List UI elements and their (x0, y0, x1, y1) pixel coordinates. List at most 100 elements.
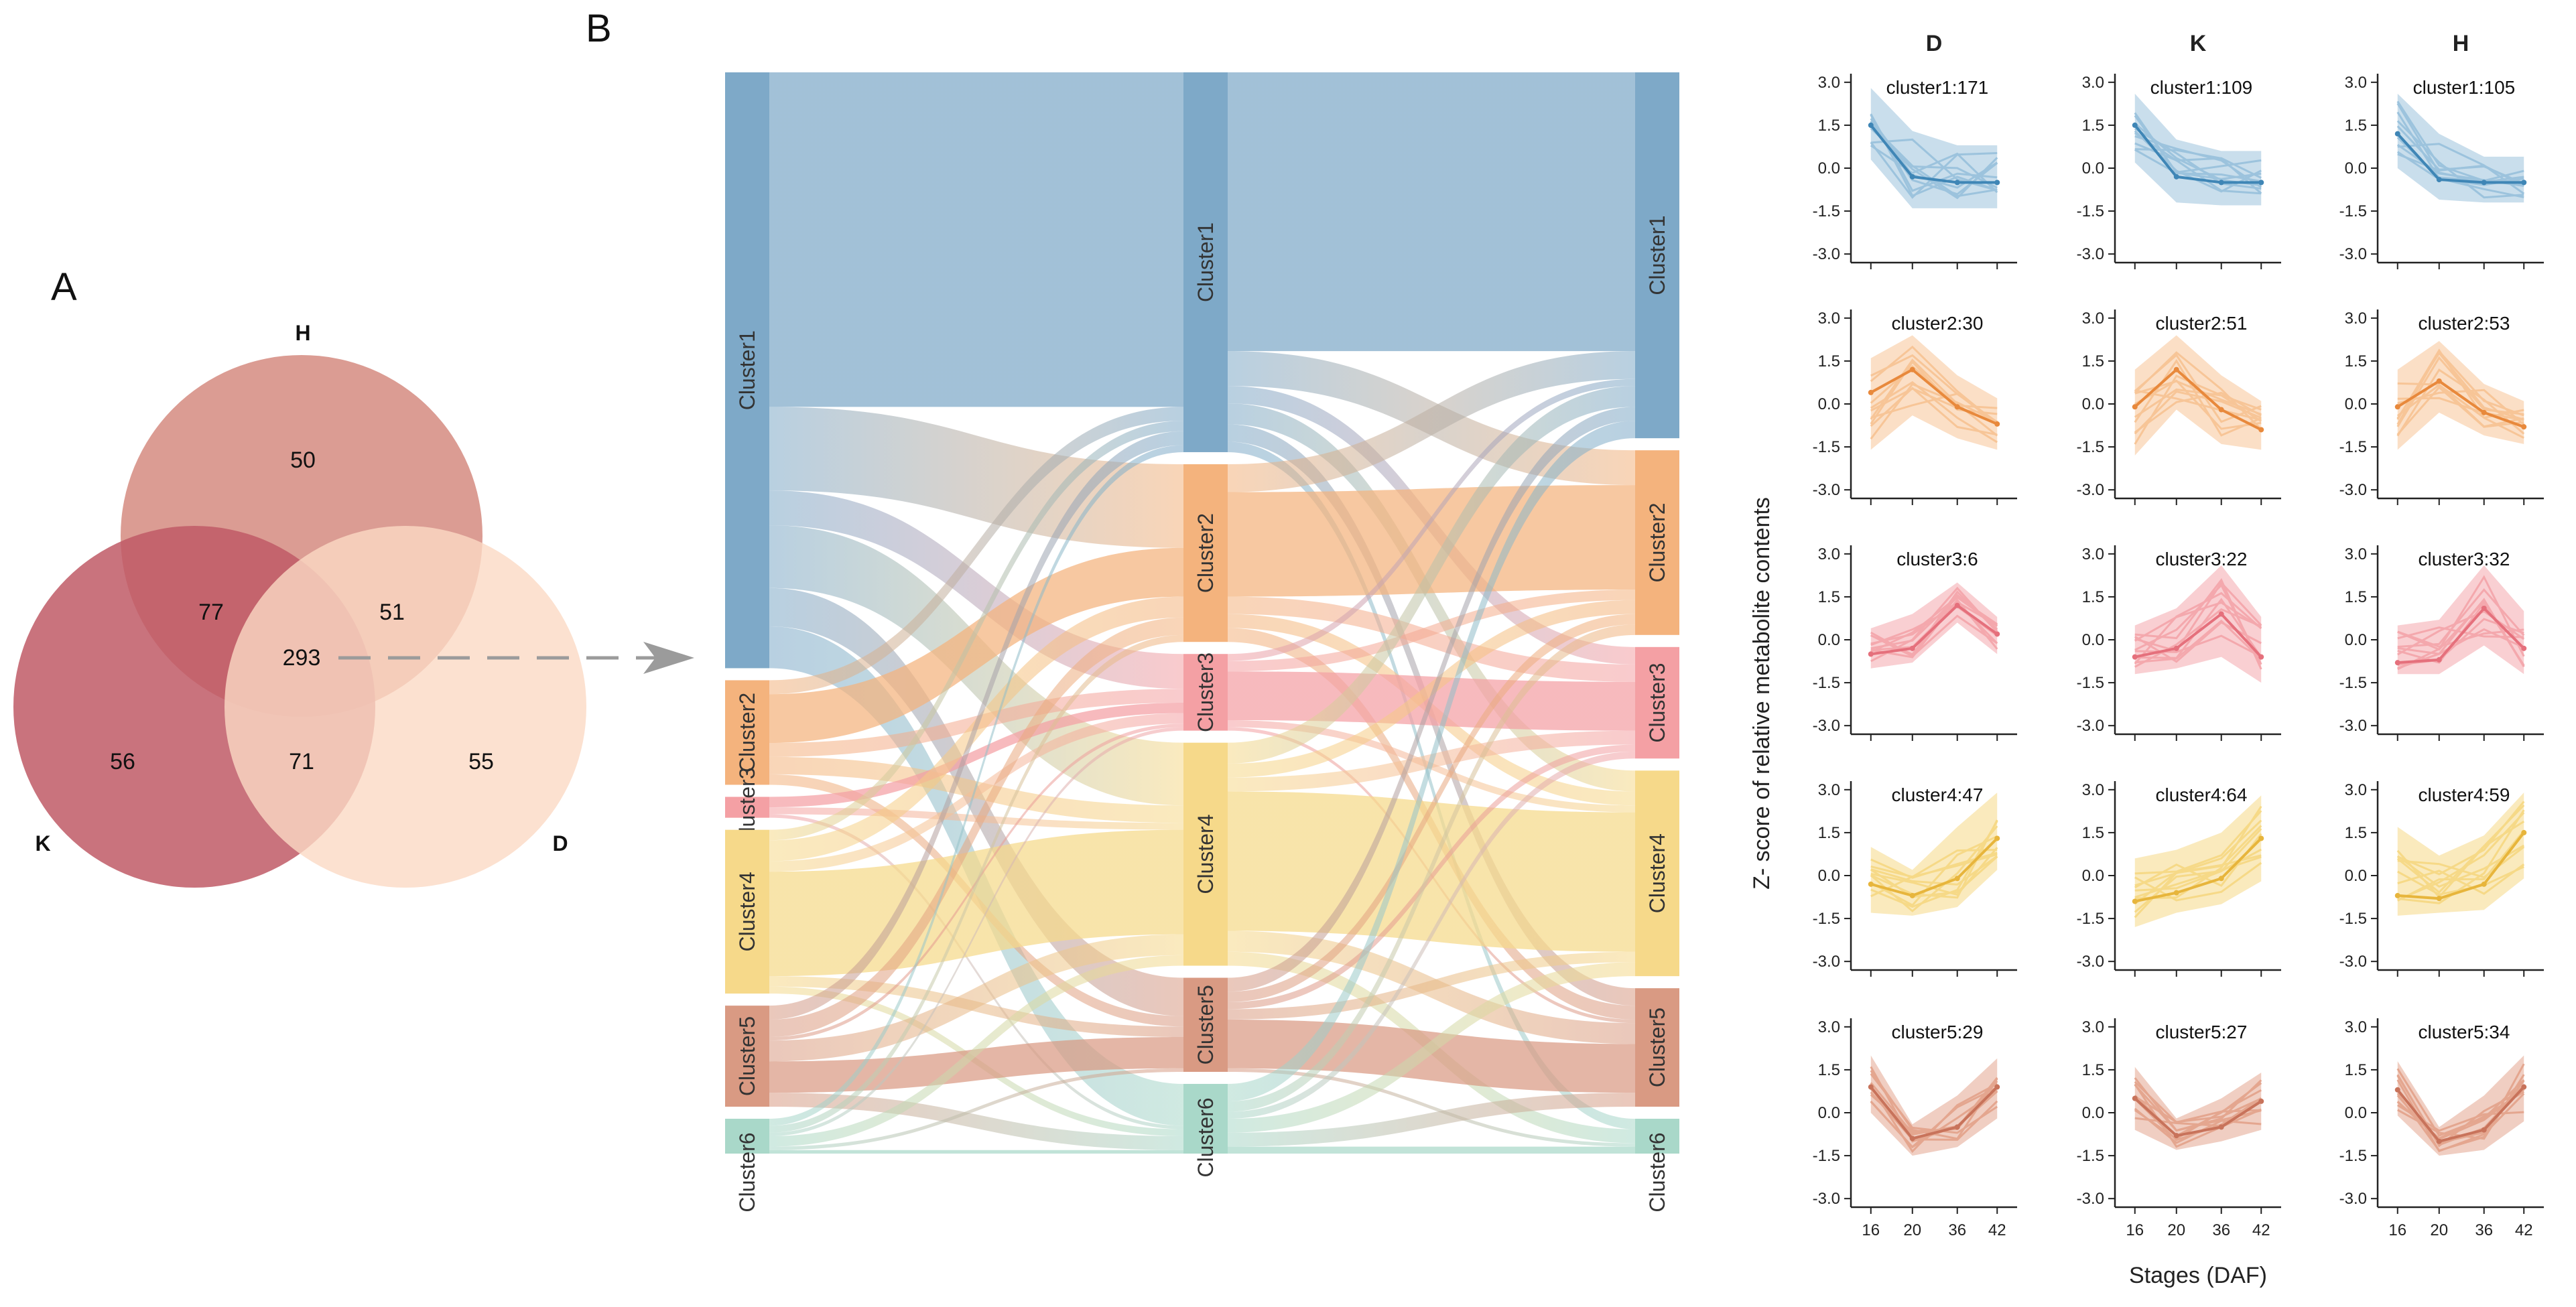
trend-trace (2134, 149, 2262, 183)
trend-y-tick-label: 3.0 (1818, 1018, 1840, 1036)
trend-y-axis-title: Z- score of relative metabolite contents (1749, 497, 1775, 890)
trend-panel-title: cluster5:34 (2418, 1022, 2510, 1042)
sankey-flow-k-h-5-to-3 (1228, 744, 1635, 1010)
trend-y-tick-label: 0.0 (1818, 1104, 1840, 1122)
trend-trace (2134, 1081, 2262, 1124)
trend-trace (2134, 389, 2262, 421)
sankey-node-k-cluster-1 (1183, 72, 1228, 452)
venn-circle-d (224, 526, 586, 888)
trend-y-tick-label: -1.5 (2077, 910, 2104, 928)
sankey-node-label-d-cluster-5: Cluster5 (735, 1016, 759, 1096)
sankey-node-d-cluster-2 (725, 680, 769, 785)
trend-panel-k-row-5: 3.0 1.5 0.0 -1.5 -3.0 16 20 36 42 cluster5:27 (2077, 1018, 2281, 1239)
venn-count-d-only: 55 (468, 749, 494, 774)
trend-mean-point (2218, 611, 2224, 617)
trend-mean-point (2521, 645, 2527, 651)
trend-x-tick-label: 16 (1862, 1221, 1880, 1239)
trend-trace (2396, 111, 2524, 198)
trend-mean-point (1994, 835, 2000, 841)
trend-mean-point (2132, 1095, 2138, 1101)
trend-mean-point (2521, 180, 2527, 186)
trend-y-tick-label: 1.5 (2345, 824, 2367, 842)
trend-panel-title: cluster5:29 (1891, 1022, 1983, 1042)
trend-trace (2134, 601, 2262, 642)
trend-panel-title: cluster4:59 (2418, 784, 2510, 805)
trend-mean-line (2396, 133, 2524, 184)
trend-trace (2134, 581, 2262, 652)
trend-mean-point (1994, 1084, 2000, 1090)
trend-panel-k-row-1: 3.0 1.5 0.0 -1.5 -3.0 cluster1:109 (2077, 74, 2281, 269)
sankey-node-d-cluster-4 (725, 829, 769, 994)
trend-panel-d-row-5: 3.0 1.5 0.0 -1.5 -3.0 16 20 36 42 cluster5:29 (1813, 1018, 2017, 1239)
trend-y-tick-label: -1.5 (1813, 438, 1840, 456)
trend-y-tick-label: -3.0 (2077, 717, 2104, 735)
trend-mean-line (2396, 1086, 2525, 1143)
panel-a-letter: A (51, 265, 77, 309)
sankey-node-label-h-cluster-6: Cluster6 (1645, 1132, 1669, 1212)
trend-mean-point (2258, 427, 2264, 433)
trend-mean-point (2173, 890, 2179, 896)
trend-trace (2134, 132, 2262, 179)
trend-mean-line (1870, 124, 1998, 184)
sankey-node-label-k-cluster-5: Cluster5 (1194, 985, 1218, 1064)
sankey-flow-k-h-1-to-6 (1228, 441, 1635, 1129)
trend-mean-point (2218, 1124, 2224, 1130)
trend-trace (2134, 608, 2262, 668)
trend-y-tick-label: 0.0 (1818, 159, 1840, 178)
trend-trace (2397, 801, 2525, 876)
trend-y-tick-label: -1.5 (1813, 1147, 1840, 1165)
trend-mean-line (2396, 379, 2524, 429)
venn-diagram: H K D 50 56 55 77 51 71 293 (13, 321, 694, 888)
trend-mean-point (2436, 1138, 2442, 1144)
trend-mean-point (2521, 424, 2527, 430)
venn-set-label-d: D (552, 831, 568, 855)
trend-mean-point (1868, 122, 1874, 128)
trend-mean-point (1954, 602, 1960, 608)
trend-mean-line (2134, 368, 2262, 431)
trend-mean-line (2134, 1097, 2262, 1138)
trend-x-tick-label: 36 (1948, 1221, 1966, 1239)
trend-y-tick-label: -1.5 (2077, 202, 2104, 220)
sankey-flow-k-h-6-to-6 (1228, 1146, 1635, 1154)
trend-mean-point (2132, 898, 2138, 904)
sankey-flow-k-h-6-to-1 (1228, 421, 1635, 1101)
sankey-flow-d-k-3-to-6 (769, 814, 1183, 1129)
trend-panel-title: cluster2:30 (1891, 313, 1983, 334)
sankey-flow-k-h-6-to-5 (1228, 1093, 1635, 1147)
sankey-flow-d-k-6-to-5 (769, 1068, 1183, 1150)
trend-y-tick-label: 3.0 (1818, 74, 1840, 92)
sankey-flow-k-h-5-to-4 (1228, 951, 1635, 1020)
trend-trace (1870, 141, 1998, 199)
trend-panel-title: cluster3:32 (2418, 549, 2510, 569)
sankey-node-k-cluster-5 (1183, 977, 1228, 1072)
trend-panel-title: cluster3:6 (1896, 549, 1978, 569)
trend-y-tick-label: 0.0 (2345, 159, 2367, 178)
trend-mean-point (2173, 366, 2179, 372)
trend-mean-point (2436, 896, 2442, 902)
sankey-flow-k-h-2-to-2 (1228, 485, 1635, 597)
trend-mean-point (2481, 180, 2487, 186)
trend-y-tick-label: -1.5 (2339, 1147, 2367, 1165)
sankey-node-label-h-cluster-5: Cluster5 (1645, 1008, 1669, 1087)
trend-trace (2397, 830, 2525, 902)
sankey-node-d-cluster-3 (725, 797, 769, 818)
trend-mean-point (2173, 1133, 2179, 1139)
sankey-flow-k-h-4-to-1 (1228, 386, 1635, 764)
trend-y-tick-label: 1.5 (1818, 352, 1840, 370)
trend-trace (2397, 628, 2524, 655)
trend-y-tick-label: -1.5 (2077, 1147, 2104, 1165)
sankey-node-d-cluster-5 (725, 1006, 769, 1107)
trend-trace (2397, 588, 2525, 648)
trend-trace (2134, 619, 2262, 664)
trend-panel-h-row-1: 3.0 1.5 0.0 -1.5 -3.0 cluster1:105 (2339, 74, 2544, 269)
sankey-node-label-k-cluster-1: Cluster1 (1194, 222, 1218, 302)
trend-panel-d-row-2: 3.0 1.5 0.0 -1.5 -3.0 cluster2:30 (1813, 309, 2017, 505)
trend-mean-point (2481, 881, 2487, 887)
trend-y-tick-label: 3.0 (2345, 309, 2367, 328)
venn-count-k-d: 71 (289, 749, 314, 774)
trend-trace (2397, 809, 2525, 904)
trend-y-tick-label: -3.0 (2077, 953, 2104, 971)
sankey-node-label-h-cluster-4: Cluster4 (1645, 833, 1669, 913)
trend-y-tick-label: 1.5 (2082, 352, 2104, 370)
trend-y-tick-label: -1.5 (2339, 910, 2367, 928)
